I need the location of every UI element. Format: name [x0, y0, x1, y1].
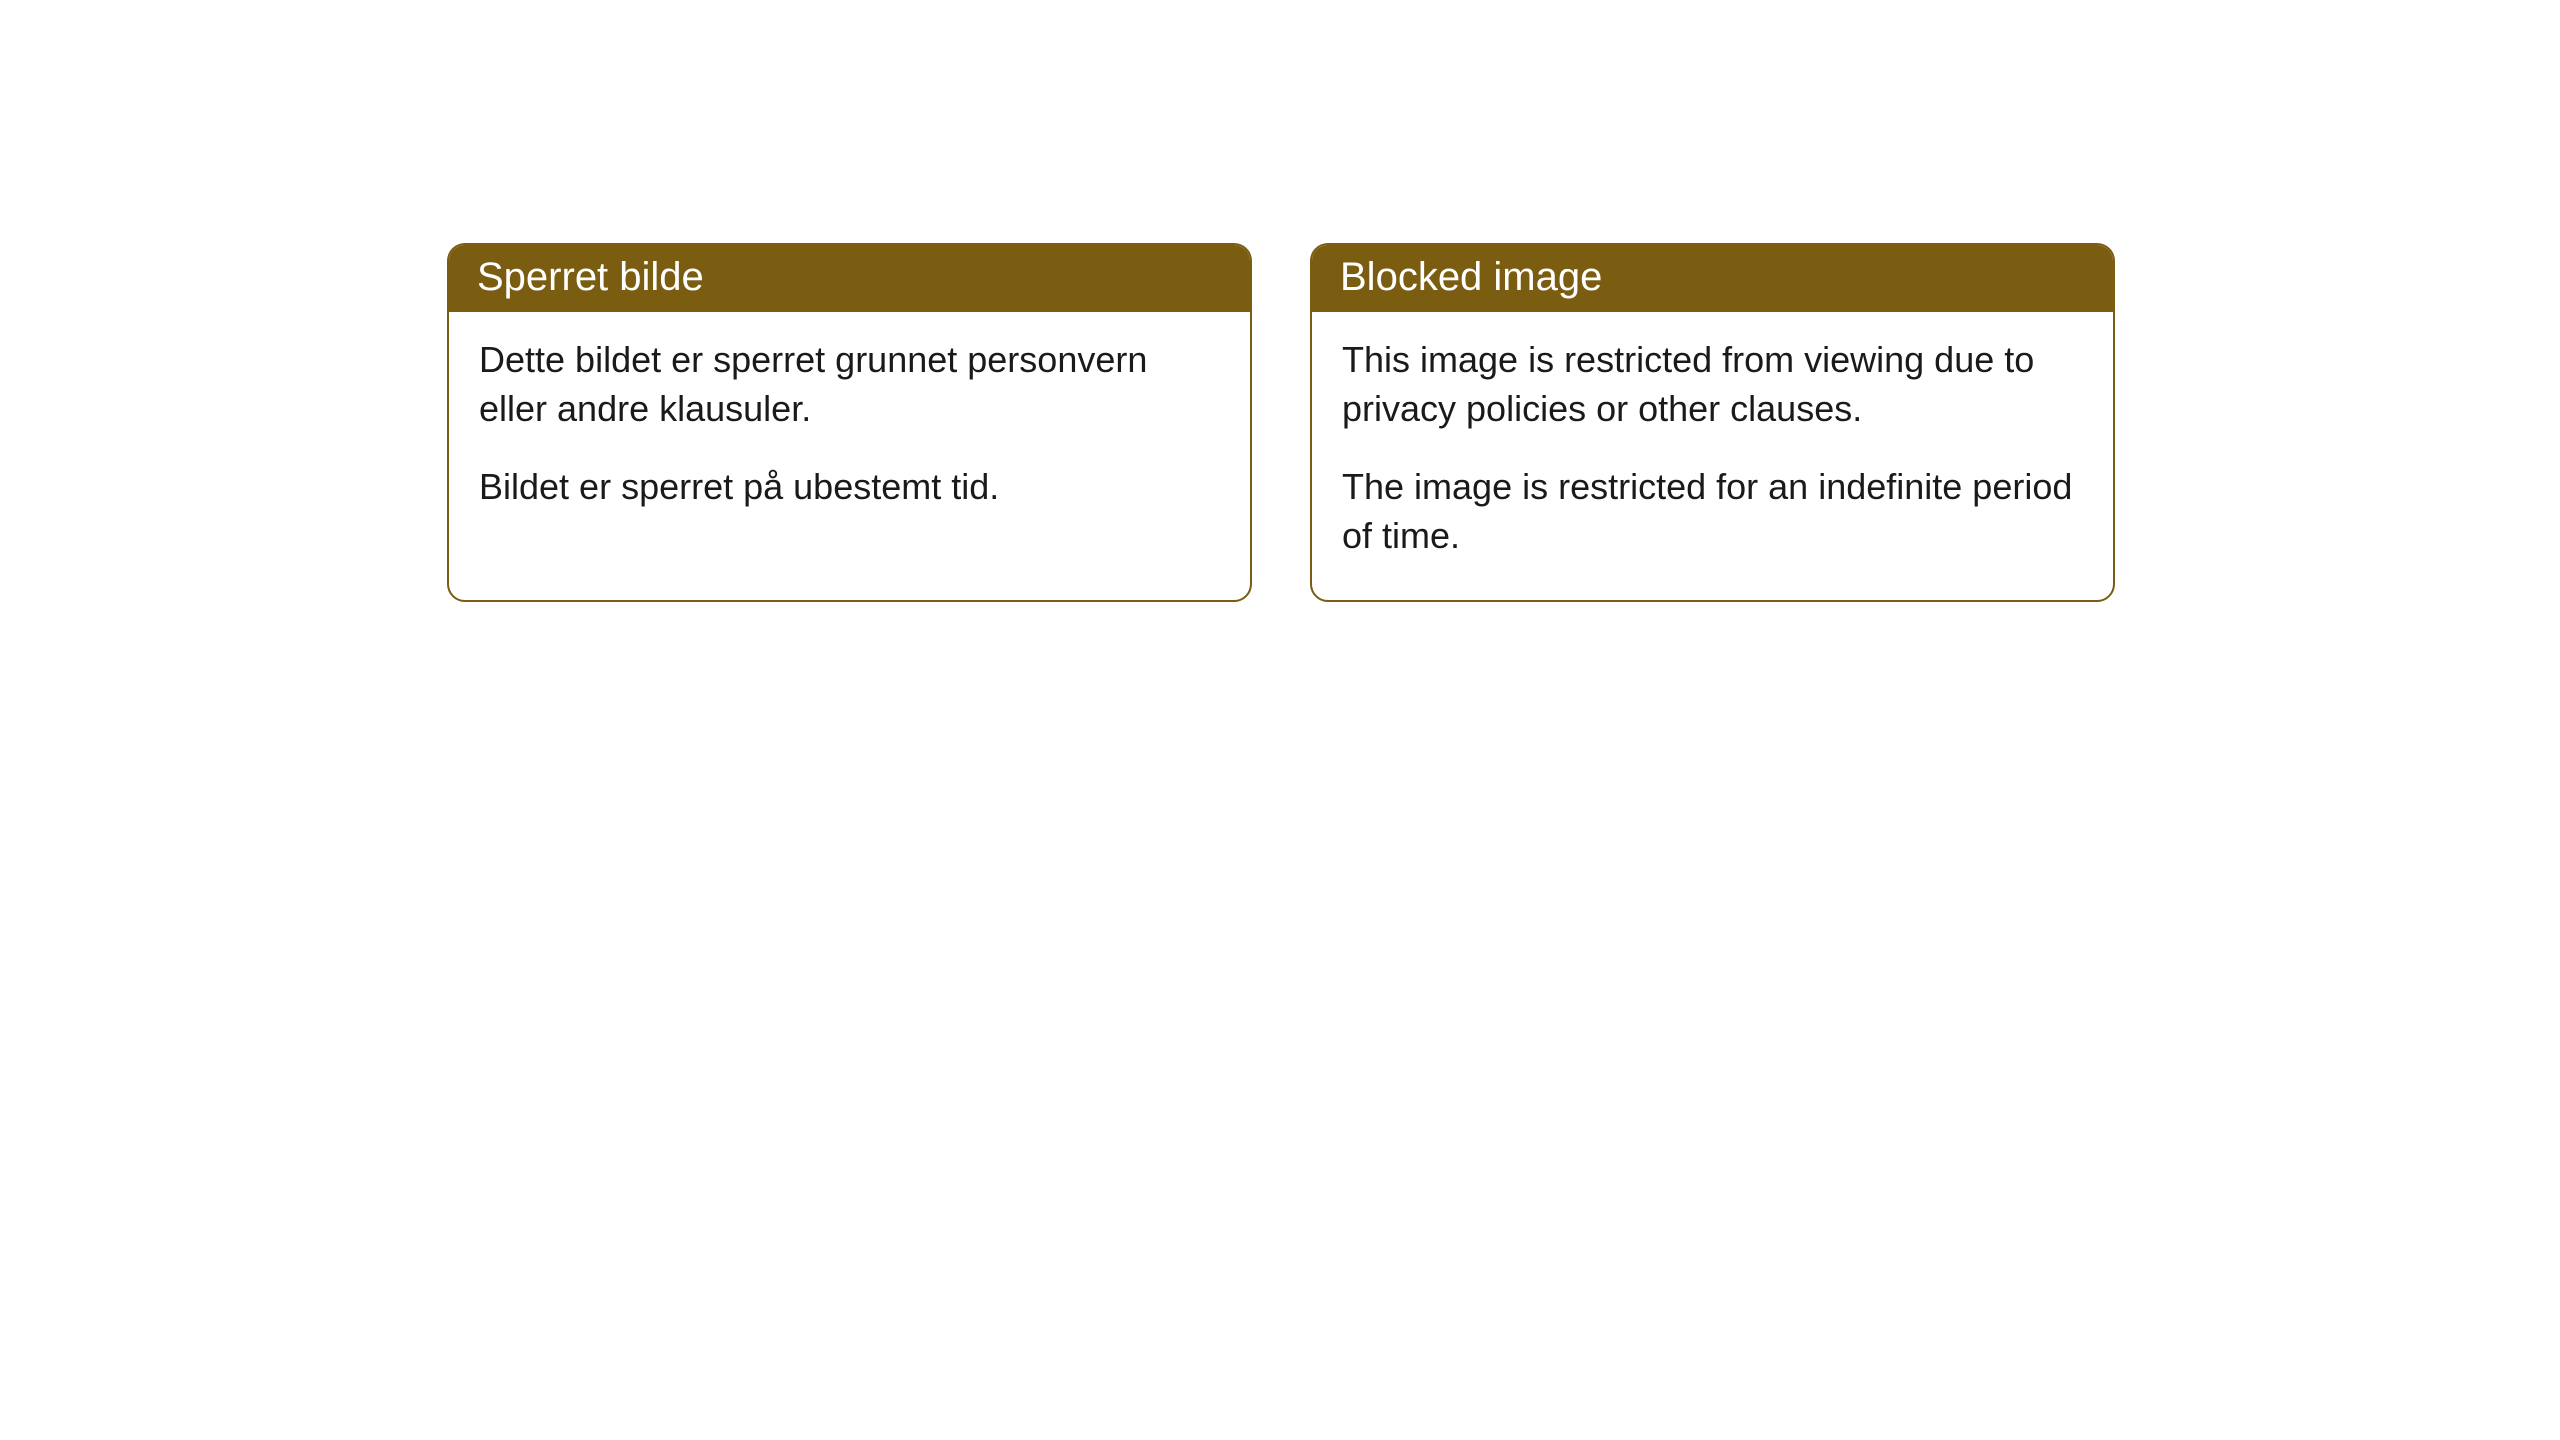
card-header-en: Blocked image	[1312, 245, 2113, 312]
card-paragraph-no-2: Bildet er sperret på ubestemt tid.	[479, 463, 1220, 512]
notice-cards-container: Sperret bilde Dette bildet er sperret gr…	[0, 0, 2560, 602]
card-paragraph-en-1: This image is restricted from viewing du…	[1342, 336, 2083, 433]
blocked-image-card-en: Blocked image This image is restricted f…	[1310, 243, 2115, 602]
card-paragraph-en-2: The image is restricted for an indefinit…	[1342, 463, 2083, 560]
card-paragraph-no-1: Dette bildet er sperret grunnet personve…	[479, 336, 1220, 433]
blocked-image-card-no: Sperret bilde Dette bildet er sperret gr…	[447, 243, 1252, 602]
card-body-no: Dette bildet er sperret grunnet personve…	[449, 312, 1250, 552]
card-header-no: Sperret bilde	[449, 245, 1250, 312]
card-body-en: This image is restricted from viewing du…	[1312, 312, 2113, 600]
